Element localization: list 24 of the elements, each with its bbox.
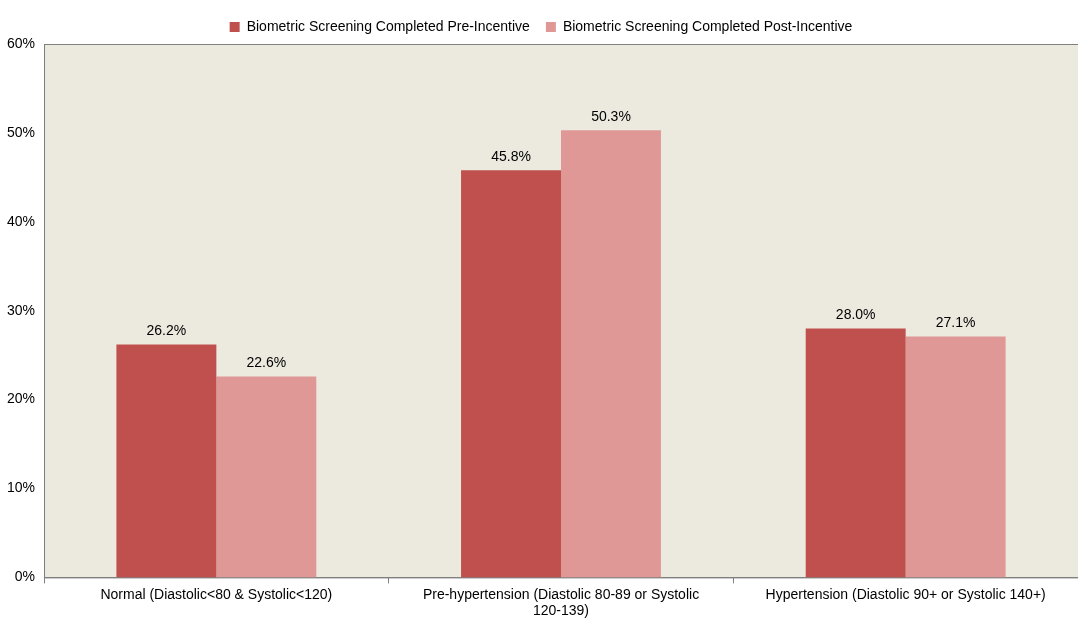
data-label: 27.1% [935,314,976,331]
bar [561,130,661,578]
data-label: 45.8% [491,148,531,165]
y-tick-label: 30% [6,301,36,318]
x-tick-label: Pre-hypertension (Diastolic 80-89 or Systolic 120-139) [422,585,700,619]
y-tick-label: 0% [14,568,36,585]
x-tick-label: Normal (Diastolic<80 & Systolic<120) [100,585,333,602]
y-tick-label: 20% [6,390,36,407]
legend-label: Biometric Screening Completed Pre-Incentive [246,17,531,34]
bar [805,328,906,578]
x-tick-label: Hypertension (Diastolic 90+ or Systolic 140+) [765,585,1046,602]
data-label: 22.6% [246,354,287,371]
bar [216,376,317,578]
y-tick-label: 40% [6,212,36,229]
bar [116,344,217,578]
data-label: 28.0% [835,306,876,323]
y-tick-label: 60% [6,34,36,51]
bar [905,336,1006,578]
y-tick-label: 50% [6,123,36,140]
bar [461,170,562,578]
legend-label: Biometric Screening Completed Post-Incentive [562,17,853,34]
data-label: 26.2% [146,322,187,339]
y-tick-label: 10% [6,479,36,496]
data-label: 50.3% [591,108,631,125]
